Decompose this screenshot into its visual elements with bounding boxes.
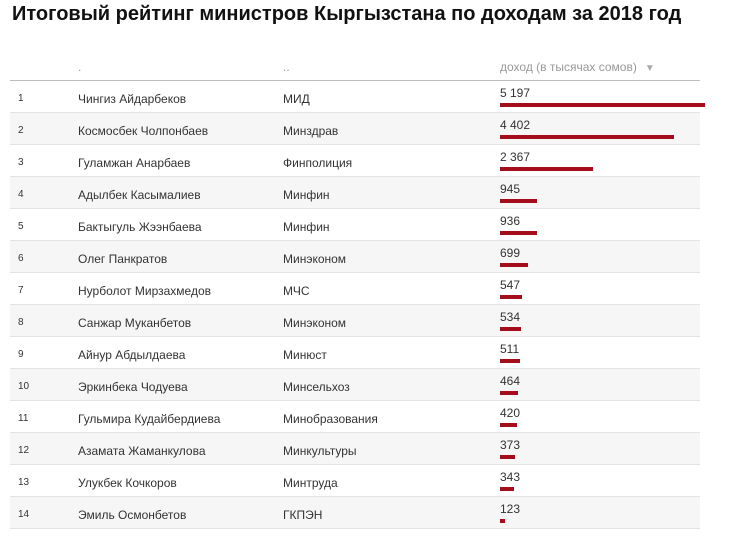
name-cell: Бактыгуль Жээнбаева — [78, 220, 202, 234]
income-bar — [500, 135, 674, 139]
value-label: 5 197 — [500, 86, 531, 100]
table-row: 6 Олег Панкратов Минэконом 699 — [10, 241, 700, 273]
income-bar — [500, 295, 522, 299]
name-cell: Улукбек Кочкоров — [78, 476, 177, 490]
rank-cell: 13 — [18, 477, 30, 488]
ministry-cell: МЧС — [283, 284, 310, 298]
ministry-cell: Минфин — [283, 188, 330, 202]
table-row: 13 Улукбек Кочкоров Минтруда 343 — [10, 465, 700, 497]
table-row: 9 Айнур Абдылдаева Минюст 511 — [10, 337, 700, 369]
rank-cell: 11 — [18, 413, 29, 424]
value-label: 464 — [500, 374, 521, 388]
ministry-cell: Минэконом — [283, 316, 347, 330]
table-row: 11 Гульмира Кудайбердиева Минобразования 42… — [10, 401, 700, 433]
table-header: . .. доход (в тысячах сомов) ▼ — [10, 50, 700, 81]
income-bar — [500, 199, 537, 203]
value-label: 4 402 — [500, 118, 531, 132]
table-row: 1 Чингиз Айдарбеков МИД 5 197 — [10, 81, 705, 113]
rank-cell: 2 — [18, 125, 24, 136]
name-cell: Космосбек Чолпонбаев — [78, 124, 209, 138]
table-row: 12 Азамата Жаманкулова Минкультуры 373 — [10, 433, 700, 465]
rank-cell: 1 — [18, 93, 24, 104]
income-bar — [500, 519, 505, 523]
name-cell: Гульмира Кудайбердиева — [78, 412, 221, 426]
table-row: 5 Бактыгуль Жээнбаева Минфин 936 — [10, 209, 700, 241]
income-bar — [500, 103, 705, 107]
name-cell: Санжар Муканбетов — [78, 316, 192, 330]
income-bar — [500, 263, 528, 267]
name-cell: Эркинбека Чодуева — [78, 380, 188, 394]
value-label: 511 — [500, 342, 520, 356]
ministry-cell: Минобразования — [283, 412, 378, 426]
income-bar — [500, 455, 515, 459]
name-cell: Айнур Абдылдаева — [78, 348, 186, 362]
table-body: 1 Чингиз Айдарбеков МИД 5 197 2 Космосбек Чол… — [10, 81, 705, 529]
rank-cell: 5 — [18, 221, 24, 232]
value-label: 936 — [500, 214, 521, 228]
value-label: 547 — [500, 278, 521, 292]
column-header-income-label: доход (в тысячах сомов) — [500, 60, 637, 74]
value-label: 534 — [500, 310, 521, 324]
column-header-income[interactable]: доход (в тысячах сомов) ▼ — [500, 60, 655, 74]
income-bar — [500, 167, 593, 171]
income-bar — [500, 391, 518, 395]
ministry-cell: МИД — [283, 92, 310, 106]
rank-cell: 9 — [18, 349, 24, 360]
triangle-down-icon[interactable]: ▼ — [644, 63, 655, 74]
ministry-cell: Минюст — [283, 348, 327, 362]
table-row: 8 Санжар Муканбетов Минэконом 534 — [10, 305, 700, 337]
value-label: 343 — [500, 470, 521, 484]
name-cell: Нурболот Мирзахмедов — [78, 284, 211, 298]
income-bar — [500, 359, 520, 363]
value-label: 699 — [500, 246, 521, 260]
table-row: 3 Гуламжан Анарбаев Финполиция 2 367 — [10, 145, 700, 177]
ministry-cell: ГКПЭН — [283, 508, 323, 522]
ministry-cell: Минэконом — [283, 252, 347, 266]
table-row: 4 Адылбек Касымалиев Минфин 945 — [10, 177, 700, 209]
name-cell: Чингиз Айдарбеков — [78, 92, 187, 106]
column-header-name[interactable]: . — [78, 60, 82, 74]
value-label: 2 367 — [500, 150, 531, 164]
income-bar — [500, 231, 537, 235]
rank-cell: 7 — [18, 285, 24, 296]
table-row: 7 Нурболот Мирзахмедов МЧС 547 — [10, 273, 700, 305]
income-bar — [500, 423, 517, 427]
rank-cell: 8 — [18, 317, 24, 328]
ministry-cell: Минтруда — [283, 476, 338, 490]
rank-cell: 10 — [18, 381, 30, 392]
value-label: 945 — [500, 182, 521, 196]
name-cell: Олег Панкратов — [78, 252, 168, 266]
ranking-table: . .. доход (в тысячах сомов) ▼ 1 Чингиз Ай… — [10, 50, 705, 529]
column-header-ministry[interactable]: .. — [283, 60, 290, 74]
ministry-cell: Минсельхоз — [283, 380, 350, 394]
table-row: 2 Космосбек Чолпонбаев Минздрав 4 402 — [10, 113, 700, 145]
value-label: 123 — [500, 502, 521, 516]
name-cell: Гуламжан Анарбаев — [78, 156, 191, 170]
rank-cell: 12 — [18, 445, 30, 456]
ministry-cell: Минкультуры — [283, 444, 357, 458]
name-cell: Эмиль Осмонбетов — [78, 508, 187, 522]
ministry-cell: Минздрав — [283, 124, 339, 138]
income-bar — [500, 327, 521, 331]
table-row: 14 Эмиль Осмонбетов ГКПЭН 123 — [10, 497, 700, 529]
rank-cell: 14 — [18, 509, 30, 520]
ministry-cell: Минфин — [283, 220, 330, 234]
income-bar — [500, 487, 514, 491]
ministry-cell: Финполиция — [283, 156, 353, 170]
rank-cell: 4 — [18, 189, 24, 200]
rank-cell: 3 — [18, 157, 24, 168]
name-cell: Азамата Жаманкулова — [78, 444, 206, 458]
page-title: Итоговый рейтинг министров Кыргызстана п… — [12, 3, 682, 25]
value-label: 373 — [500, 438, 521, 452]
name-cell: Адылбек Касымалиев — [78, 188, 201, 202]
rank-cell: 6 — [18, 253, 24, 264]
table-row: 10 Эркинбека Чодуева Минсельхоз 464 — [10, 369, 700, 401]
value-label: 420 — [500, 406, 521, 420]
